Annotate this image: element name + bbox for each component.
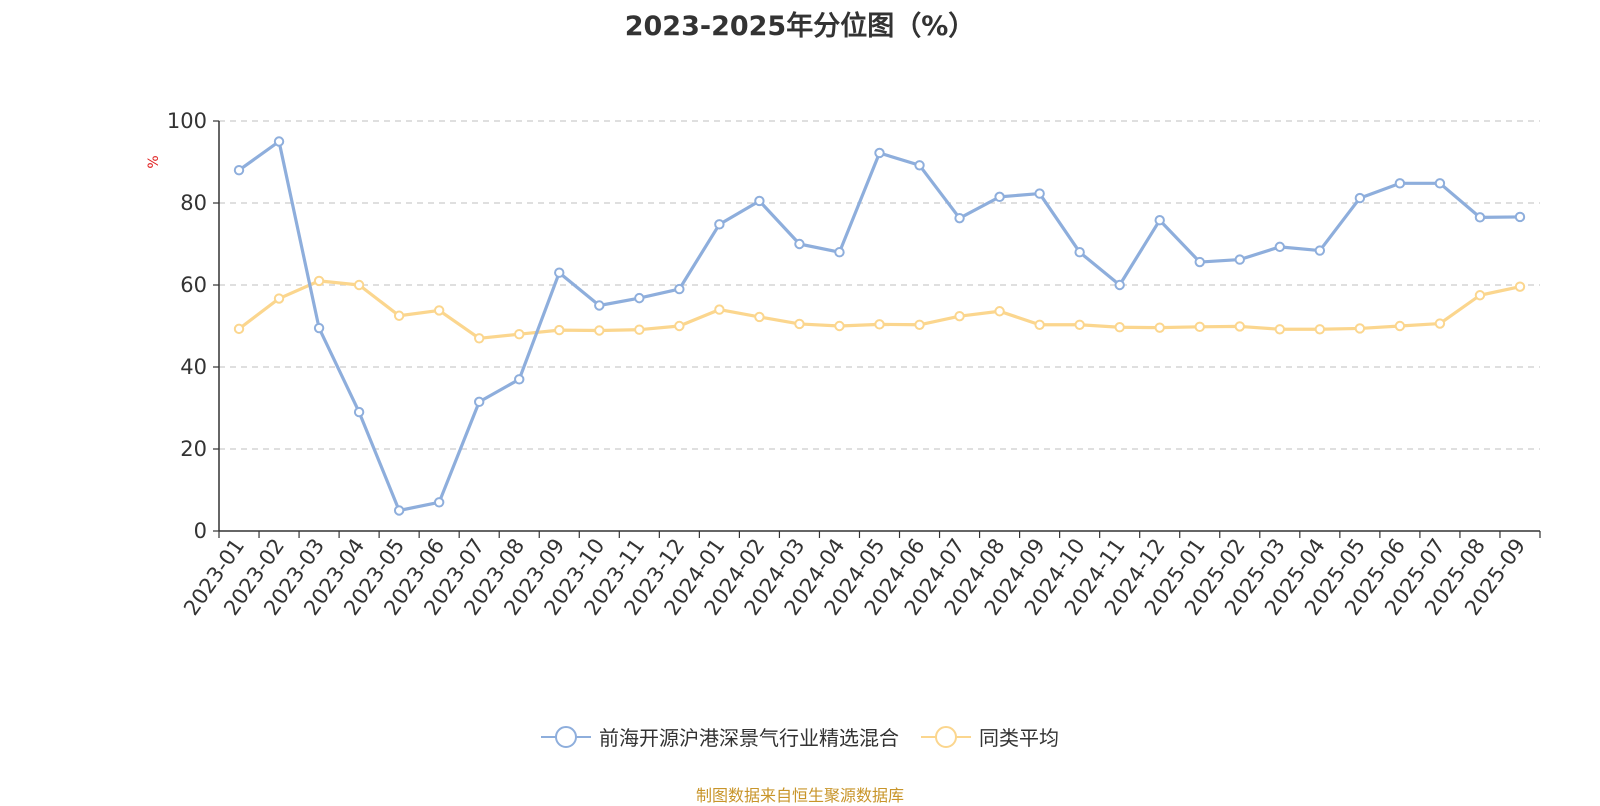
data-point-0[interactable] — [353, 406, 365, 418]
data-point-0[interactable] — [954, 212, 965, 224]
data-point-0[interactable] — [273, 136, 285, 147]
legend-item-average[interactable]: 同类平均 — [921, 722, 1059, 751]
data-point-1[interactable] — [273, 293, 285, 304]
axes — [213, 120, 1541, 538]
data-point-0[interactable] — [634, 292, 645, 304]
data-point-0[interactable] — [554, 267, 565, 278]
legend-fund-label: 前海开源沪港深景气行业精选混合 — [599, 726, 899, 750]
data-point-1[interactable] — [554, 324, 565, 336]
x-tick-labels: 2023-012023-022023-032023-042023-052023-… — [179, 534, 1530, 620]
data-point-0[interactable] — [233, 165, 245, 176]
series-lines — [233, 136, 1526, 516]
data-point-0[interactable] — [514, 374, 525, 385]
y-tick-label: 60 — [180, 273, 207, 297]
legend-item-fund[interactable]: 前海开源沪港深景气行业精选混合 — [541, 722, 899, 751]
data-point-1[interactable] — [674, 320, 685, 332]
legend-fund-marker-icon — [541, 725, 591, 748]
data-point-1[interactable] — [874, 319, 885, 330]
data-point-1[interactable] — [714, 304, 725, 315]
data-point-1[interactable] — [1114, 322, 1125, 333]
data-point-0[interactable] — [834, 247, 845, 258]
data-point-1[interactable] — [1194, 321, 1205, 333]
data-point-0[interactable] — [874, 147, 885, 159]
data-point-1[interactable] — [754, 311, 765, 323]
series-line-1 — [237, 279, 1522, 340]
data-point-1[interactable] — [1274, 324, 1286, 335]
data-point-0[interactable] — [1354, 192, 1366, 204]
y-tick-label: 0 — [194, 519, 207, 543]
data-point-0[interactable] — [433, 497, 445, 508]
y-tick-labels: 0 20 40 60 80 100 — [167, 109, 207, 543]
legend-average-label: 同类平均 — [979, 726, 1059, 750]
legend-average-marker-icon — [921, 725, 971, 748]
data-point-1[interactable] — [1234, 321, 1245, 332]
y-axis-label: % — [146, 155, 162, 168]
data-point-0[interactable] — [1394, 178, 1406, 189]
data-point-0[interactable] — [1434, 178, 1446, 189]
y-tick-label: 80 — [180, 191, 207, 215]
data-point-1[interactable] — [393, 310, 405, 321]
data-point-0[interactable] — [1474, 212, 1486, 223]
data-point-0[interactable] — [1154, 215, 1165, 226]
data-point-0[interactable] — [1074, 247, 1085, 258]
data-point-1[interactable] — [1354, 323, 1366, 334]
data-point-1[interactable] — [1074, 319, 1085, 330]
data-point-1[interactable] — [794, 318, 805, 330]
data-point-1[interactable] — [233, 323, 245, 335]
data-point-1[interactable] — [1394, 320, 1406, 332]
data-point-0[interactable] — [594, 300, 605, 311]
data-point-0[interactable] — [1274, 241, 1286, 253]
legend: 前海开源沪港深景气行业精选混合 同类平均 — [0, 722, 1600, 751]
data-point-1[interactable] — [433, 305, 445, 316]
data-point-0[interactable] — [473, 396, 485, 408]
data-point-0[interactable] — [1034, 188, 1045, 199]
data-point-1[interactable] — [954, 310, 965, 322]
y-tick-label: 100 — [167, 109, 207, 133]
data-point-1[interactable] — [514, 329, 525, 340]
data-point-1[interactable] — [914, 319, 925, 330]
data-point-0[interactable] — [393, 505, 405, 516]
data-point-1[interactable] — [473, 333, 485, 344]
data-point-0[interactable] — [914, 160, 925, 171]
data-point-1[interactable] — [1514, 281, 1526, 292]
data-point-1[interactable] — [1034, 319, 1045, 330]
data-point-1[interactable] — [834, 320, 845, 332]
data-point-1[interactable] — [994, 306, 1005, 317]
data-point-0[interactable] — [313, 322, 325, 334]
data-point-0[interactable] — [994, 191, 1005, 203]
data-point-0[interactable] — [674, 283, 685, 295]
source-note: 制图数据来自恒生聚源数据库 — [695, 786, 904, 805]
grid-lines — [219, 120, 1540, 450]
y-tick-label: 20 — [180, 437, 207, 461]
data-point-1[interactable] — [313, 275, 325, 287]
data-point-0[interactable] — [1314, 245, 1326, 256]
data-point-1[interactable] — [1314, 324, 1326, 335]
data-point-1[interactable] — [1474, 290, 1486, 301]
chart-title: 2023-2025年分位图（%） — [624, 11, 976, 42]
data-point-1[interactable] — [594, 325, 605, 336]
y-tick-label: 40 — [180, 355, 207, 379]
data-point-1[interactable] — [1154, 322, 1165, 333]
data-point-0[interactable] — [1114, 279, 1125, 291]
data-point-1[interactable] — [353, 279, 365, 291]
data-point-0[interactable] — [794, 238, 805, 250]
data-point-1[interactable] — [1434, 318, 1446, 329]
data-point-1[interactable] — [634, 324, 645, 335]
data-point-0[interactable] — [1194, 256, 1205, 268]
data-point-0[interactable] — [1514, 211, 1526, 223]
data-point-0[interactable] — [1234, 254, 1245, 265]
data-point-0[interactable] — [714, 219, 725, 230]
data-point-0[interactable] — [754, 195, 765, 207]
